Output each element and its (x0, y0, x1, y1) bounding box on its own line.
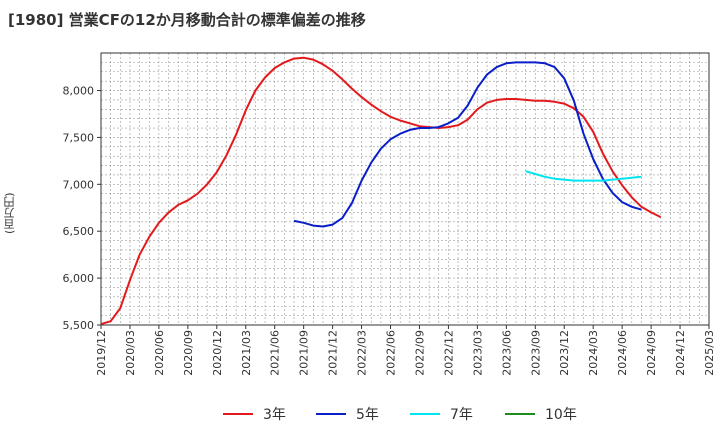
y-tick-label: 8,000 (63, 85, 95, 98)
series-lines (100, 56, 662, 326)
x-tick-label: 2021/09 (298, 330, 311, 376)
x-tick-label: 2023/09 (529, 330, 542, 376)
grid-lines (101, 53, 709, 325)
legend-label: 5年 (356, 407, 379, 423)
x-axis-ticks: 2019/12 2020/03 2020/06 2020/09 2020/12 2021/… (95, 325, 716, 376)
x-tick-label: 2023/03 (471, 330, 484, 376)
series-line (100, 56, 662, 326)
x-tick-label: 2021/12 (327, 330, 340, 376)
x-tick-label: 2023/12 (558, 330, 571, 376)
x-tick-label: 2022/03 (356, 330, 369, 376)
series-line (525, 170, 642, 182)
chart-title: [1980] 営業CFの12か月移動合計の標準偏差の推移 (8, 11, 366, 29)
y-tick-label: 5,500 (63, 319, 95, 332)
series-line (293, 61, 642, 228)
plot-area-frame (100, 52, 710, 326)
x-tick-label: 2024/06 (616, 330, 629, 376)
x-tick-label: 2022/12 (442, 330, 455, 376)
x-tick-label: 2020/03 (124, 330, 137, 376)
x-tick-label: 2021/03 (240, 330, 253, 376)
x-tick-label: 2024/09 (645, 330, 658, 376)
y-tick-label: 6,000 (63, 272, 95, 285)
x-tick-label: 2024/12 (674, 330, 687, 376)
x-tick-label: 2020/12 (211, 330, 224, 376)
y-tick-label: 6,500 (63, 225, 95, 238)
y-axis-ticks: 5,500 6,000 6,500 7,000 7,500 8,000 (63, 85, 101, 332)
x-tick-label: 2024/03 (587, 330, 600, 376)
x-tick-label: 2023/06 (500, 330, 513, 376)
x-tick-label: 2020/06 (153, 330, 166, 376)
legend-label: 3年 (263, 407, 286, 423)
legend-label: 10年 (545, 407, 577, 423)
x-tick-label: 2022/09 (413, 330, 426, 376)
x-tick-label: 2020/09 (182, 330, 195, 376)
y-tick-label: 7,000 (63, 178, 95, 191)
y-tick-label: 7,500 (63, 131, 95, 144)
x-tick-label: 2022/06 (385, 330, 398, 376)
legend-label: 7年 (450, 407, 473, 423)
x-tick-label: 2021/06 (269, 330, 282, 376)
x-tick-label: 2025/03 (703, 330, 716, 376)
x-tick-label: 2019/12 (95, 330, 108, 376)
legend: 3年 5年 7年 10年 (223, 407, 577, 423)
